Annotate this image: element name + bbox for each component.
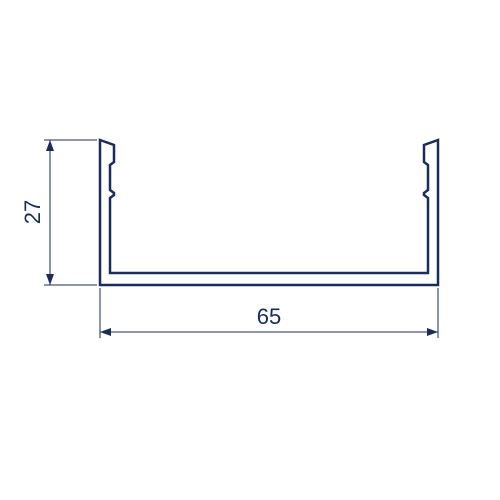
dim-width-label: 65 (257, 304, 281, 329)
profile-section (100, 140, 438, 285)
technical-drawing: 27 65 (0, 0, 500, 500)
dimension-width: 65 (100, 288, 438, 338)
dim-height-label: 27 (20, 200, 45, 224)
profile-outline (100, 140, 438, 285)
dimension-height: 27 (20, 140, 97, 285)
